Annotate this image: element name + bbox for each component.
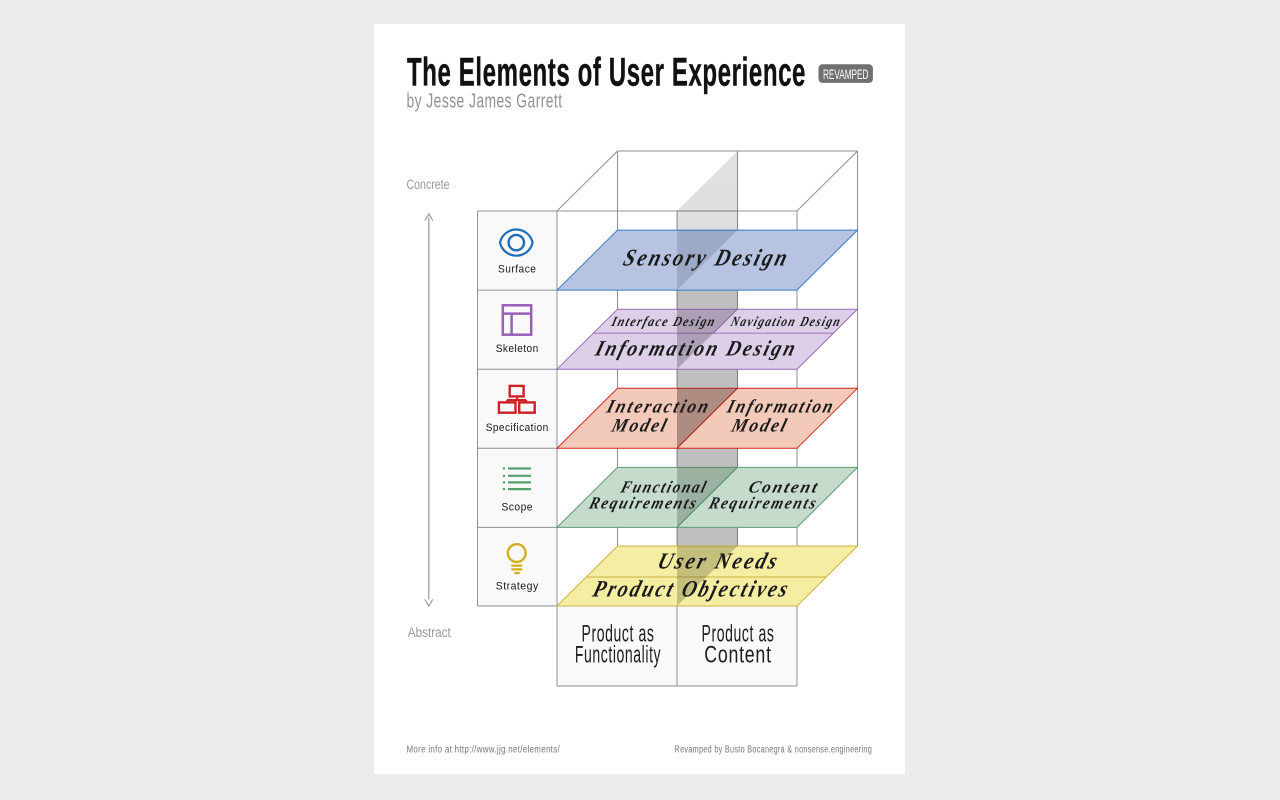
svg-text:Abstract: Abstract bbox=[408, 625, 451, 640]
svg-text:Requirements: Requirements bbox=[706, 494, 820, 513]
svg-text:Interaction: Interaction bbox=[603, 397, 713, 418]
svg-text:Product as: Product as bbox=[582, 621, 655, 648]
svg-text:Surface: Surface bbox=[498, 264, 537, 276]
svg-text:Strategy: Strategy bbox=[496, 580, 539, 592]
svg-text:REVAMPED: REVAMPED bbox=[823, 66, 869, 82]
svg-text:More info at http://www.jjg.ne: More info at http://www.jjg.net/elements… bbox=[407, 745, 561, 756]
svg-text:Model: Model bbox=[608, 416, 671, 437]
svg-text:Scope: Scope bbox=[501, 501, 533, 513]
svg-text:Navigation Design: Navigation Design bbox=[728, 314, 843, 330]
svg-text:Revamped by Busto Bocanegra &: Revamped by Busto Bocanegra & nonsense.e… bbox=[675, 745, 873, 756]
svg-text:Product as: Product as bbox=[702, 621, 775, 648]
svg-text:Requirements: Requirements bbox=[586, 494, 700, 513]
svg-text:Product Objectives: Product Objectives bbox=[589, 577, 793, 602]
svg-text:Content: Content bbox=[704, 641, 772, 668]
svg-text:Specification: Specification bbox=[486, 422, 549, 434]
svg-text:Model: Model bbox=[728, 416, 791, 437]
svg-text:Content: Content bbox=[746, 478, 821, 497]
svg-text:by Jesse James Garrett: by Jesse James Garrett bbox=[407, 91, 563, 113]
svg-text:Functionality: Functionality bbox=[575, 641, 661, 668]
svg-text:Interface Design: Interface Design bbox=[609, 314, 718, 330]
svg-text:Concrete: Concrete bbox=[407, 177, 450, 192]
svg-text:Information: Information bbox=[724, 397, 838, 418]
svg-text:Skeleton: Skeleton bbox=[496, 343, 539, 355]
svg-text:The Elements of User Experienc: The Elements of User Experience bbox=[407, 51, 806, 95]
svg-text:Functional: Functional bbox=[618, 478, 710, 497]
svg-text:Information Design: Information Design bbox=[592, 336, 801, 361]
svg-text:Sensory Design: Sensory Design bbox=[620, 245, 793, 271]
svg-text:User Needs: User Needs bbox=[655, 549, 783, 574]
